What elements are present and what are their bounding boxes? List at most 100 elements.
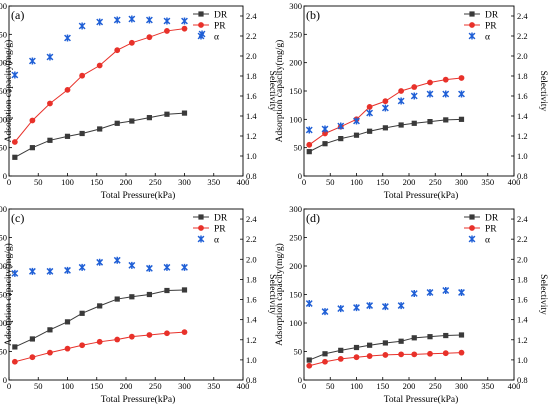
data-point <box>337 122 345 130</box>
legend-marker <box>469 11 475 17</box>
data-point <box>382 98 389 105</box>
x-axis-title: Total Pressure(kPa) <box>384 190 459 201</box>
data-point <box>47 327 53 333</box>
legend-label: PR <box>485 22 497 32</box>
data-point <box>397 302 405 310</box>
data-point <box>64 319 71 325</box>
y2-tick-label: 1.0 <box>517 355 528 365</box>
x-tick-label: 150 <box>90 177 103 187</box>
x-tick-label: 0 <box>302 177 306 187</box>
data-point <box>78 263 86 271</box>
legend-item: α <box>197 32 219 43</box>
data-point <box>146 34 153 41</box>
series-dr <box>306 332 465 363</box>
x-tick-label: 350 <box>481 381 494 391</box>
legend-marker <box>198 225 204 231</box>
legend-label: α <box>485 236 490 246</box>
data-point <box>114 336 121 343</box>
y2-tick-label: 1.2 <box>246 131 257 141</box>
y2-tick-label: 2.0 <box>246 51 257 61</box>
y-tick-label: 200 <box>289 261 302 271</box>
x-tick-label: 200 <box>120 381 133 391</box>
data-point <box>96 338 103 345</box>
data-point <box>129 118 135 124</box>
x-tick-label: 100 <box>350 177 363 187</box>
y2-axis-title: Selectivity <box>538 274 548 315</box>
x-tick-label: 250 <box>429 177 442 187</box>
x-tick-label: 250 <box>149 381 162 391</box>
chart-panel-a: 0 50 100 150 200 250 300 350 400 0 50 100 150 200 250 3… <box>0 1 277 201</box>
panel-label: (a) <box>11 8 24 22</box>
x-axis-title: Total Pressure(kPa) <box>101 394 176 405</box>
data-point <box>46 267 54 275</box>
y-axis-title: Adsorption capacity(mg/g) <box>3 40 14 143</box>
y2-tick-label: 1.4 <box>246 315 257 325</box>
data-point <box>164 28 170 34</box>
legend-label: DR <box>214 11 228 21</box>
data-point <box>11 358 18 365</box>
data-point <box>64 133 71 139</box>
data-point <box>353 344 360 351</box>
data-point <box>442 286 450 294</box>
data-point <box>338 347 344 353</box>
x-tick-label: 300 <box>178 177 191 187</box>
y-tick-label: 250 <box>0 233 7 243</box>
data-point <box>353 117 360 125</box>
legend-label: α <box>485 33 490 43</box>
x-tick-label: 400 <box>508 177 521 187</box>
data-point <box>97 126 103 132</box>
data-point <box>411 351 418 358</box>
y2-tick-label: 1.6 <box>246 91 257 101</box>
data-point <box>353 304 360 312</box>
data-point <box>410 289 418 297</box>
data-point <box>113 16 121 24</box>
data-point <box>181 287 188 293</box>
data-point <box>164 111 170 117</box>
y2-tick-label: 1.2 <box>246 335 257 345</box>
x-tick-label: 150 <box>376 177 389 187</box>
x-tick-label: 150 <box>376 381 389 391</box>
y2-tick-label: 0.8 <box>517 171 528 181</box>
x-tick-label: 50 <box>34 381 43 391</box>
data-point <box>458 116 465 122</box>
chart-panel-c: 0 50 100 150 200 250 300 350 400 0 50 100 150 200 250 3… <box>0 204 277 405</box>
y-tick-label: 100 <box>289 318 302 328</box>
data-point <box>146 115 152 121</box>
y-tick-label: 300 <box>0 1 7 11</box>
data-point <box>96 258 104 266</box>
legend-marker <box>469 22 475 28</box>
legend-label: DR <box>485 214 499 224</box>
y2-tick-label: 1.4 <box>246 111 257 121</box>
y-tick-label: 200 <box>0 261 7 271</box>
y-tick-label: 100 <box>0 318 7 328</box>
data-point <box>458 332 465 338</box>
x-tick-label: 250 <box>149 177 162 187</box>
y2-axis-title: Selectivity <box>267 274 277 315</box>
y-tick-label: 150 <box>289 86 302 96</box>
data-point <box>306 149 312 155</box>
data-point <box>146 332 153 338</box>
data-point <box>398 351 405 358</box>
data-point <box>411 120 417 126</box>
x-tick-label: 300 <box>455 177 468 187</box>
data-point <box>114 120 120 126</box>
y-axis-title: Adsorption capacity(mg/g) <box>274 40 285 143</box>
plot-frame <box>303 5 515 177</box>
data-point <box>64 266 71 274</box>
data-point <box>29 117 36 124</box>
series-pr <box>11 329 188 365</box>
data-point <box>11 269 19 277</box>
data-point <box>181 110 188 116</box>
y-tick-label: 0 <box>3 375 7 385</box>
plot-frame <box>8 5 244 177</box>
data-point <box>382 340 388 346</box>
data-point <box>114 296 120 302</box>
y2-tick-label: 2.4 <box>246 11 257 21</box>
y2-tick-label: 1.8 <box>246 71 257 81</box>
data-point <box>79 72 86 79</box>
data-point <box>128 15 136 23</box>
series-dr <box>12 110 188 160</box>
legend-label: PR <box>214 22 226 32</box>
y2-tick-label: 1.6 <box>246 295 257 305</box>
legend-item: α <box>468 235 490 246</box>
